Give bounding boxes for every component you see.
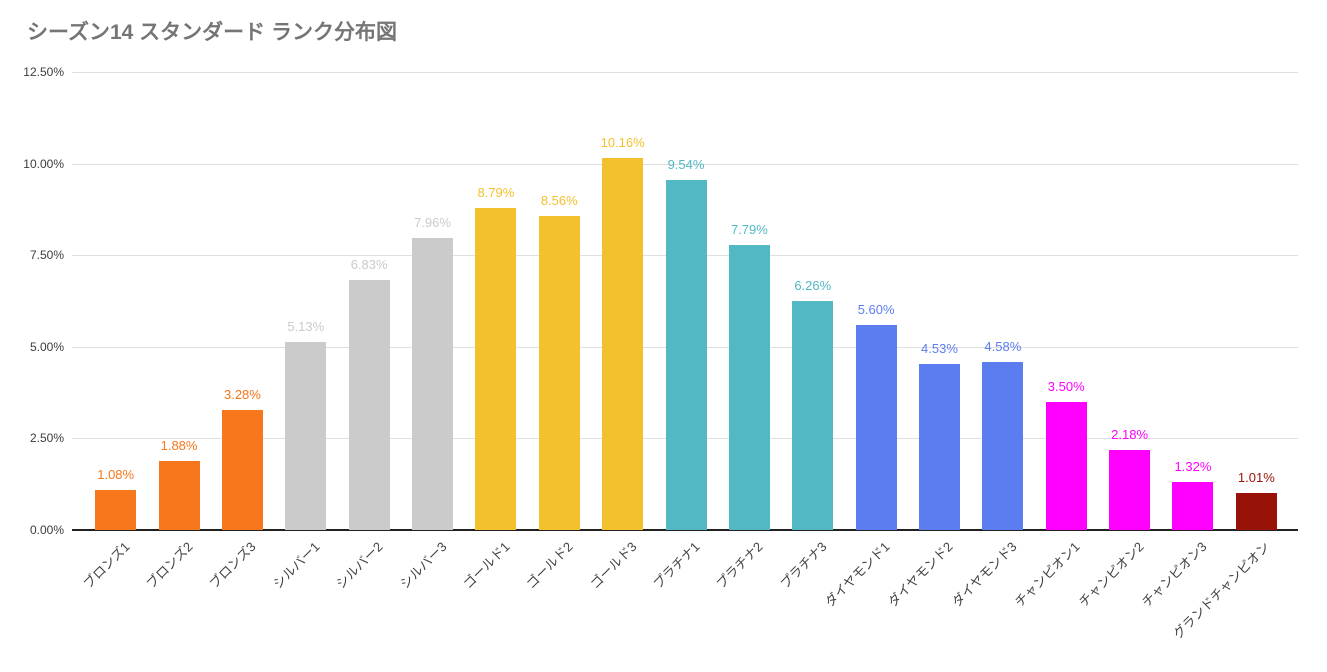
y-axis-tick-label: 10.00% [23, 156, 64, 171]
bar-4[interactable] [285, 342, 327, 530]
bar-2[interactable] [158, 461, 200, 530]
bar-value-label: 1.08% [97, 467, 135, 483]
bar-value-label: 1.32% [1174, 458, 1212, 474]
x-axis-baseline [72, 529, 1298, 531]
y-axis-tick-label: 0.00% [29, 523, 64, 537]
bar-16[interactable] [1045, 401, 1087, 530]
bar-11[interactable] [728, 244, 770, 530]
bar-value-label: 4.53% [921, 341, 958, 357]
bar-7[interactable] [475, 207, 517, 530]
bar-5[interactable] [348, 279, 390, 530]
bar-value-label: 10.16% [600, 134, 645, 150]
bar-10[interactable] [665, 180, 707, 530]
bar-value-label: 5.60% [857, 301, 895, 317]
y-axis-tick-label: 12.50% [23, 65, 64, 79]
bar-value-label: 6.26% [794, 277, 832, 293]
bar-1[interactable] [95, 490, 137, 530]
bar-3[interactable] [221, 409, 263, 530]
bar-value-label: 2.18% [1111, 427, 1149, 443]
bar-value-label: 3.50% [1047, 378, 1085, 394]
bar-18[interactable] [1172, 481, 1214, 530]
bar-19[interactable] [1235, 492, 1277, 530]
bar-value-label: 9.54% [667, 157, 705, 173]
x-axis-category-label: ブロンズ1 [79, 539, 133, 592]
bar-value-label: 7.79% [730, 221, 768, 237]
gridline [72, 72, 1298, 73]
bar-8[interactable] [538, 216, 580, 530]
y-axis-tick-label: 5.00% [29, 339, 64, 354]
bar-value-label: 1.01% [1237, 469, 1275, 485]
bar-9[interactable] [602, 157, 644, 530]
bar-value-label: 6.83% [350, 256, 388, 272]
bar-value-label: 5.13% [287, 319, 325, 335]
y-axis-tick-label: 2.50% [29, 431, 64, 446]
bar-14[interactable] [918, 364, 960, 530]
bar-13[interactable] [855, 324, 897, 530]
bar-value-label: 4.58% [984, 339, 1022, 355]
bar-value-label: 8.79% [477, 184, 515, 200]
bar-value-label: 1.88% [160, 438, 198, 454]
bar-6[interactable] [412, 238, 454, 530]
bar-value-label: 7.96% [414, 215, 451, 231]
chart-title: シーズン14 スタンダード ランク分布図 [27, 21, 397, 44]
bar-17[interactable] [1109, 450, 1151, 530]
gridline [72, 163, 1298, 165]
bar-12[interactable] [792, 300, 834, 530]
bar-15[interactable] [982, 362, 1024, 530]
bar-value-label: 8.56% [540, 193, 578, 209]
y-axis-tick-label: 7.50% [29, 248, 64, 263]
bar-value-label: 3.28% [223, 386, 261, 402]
